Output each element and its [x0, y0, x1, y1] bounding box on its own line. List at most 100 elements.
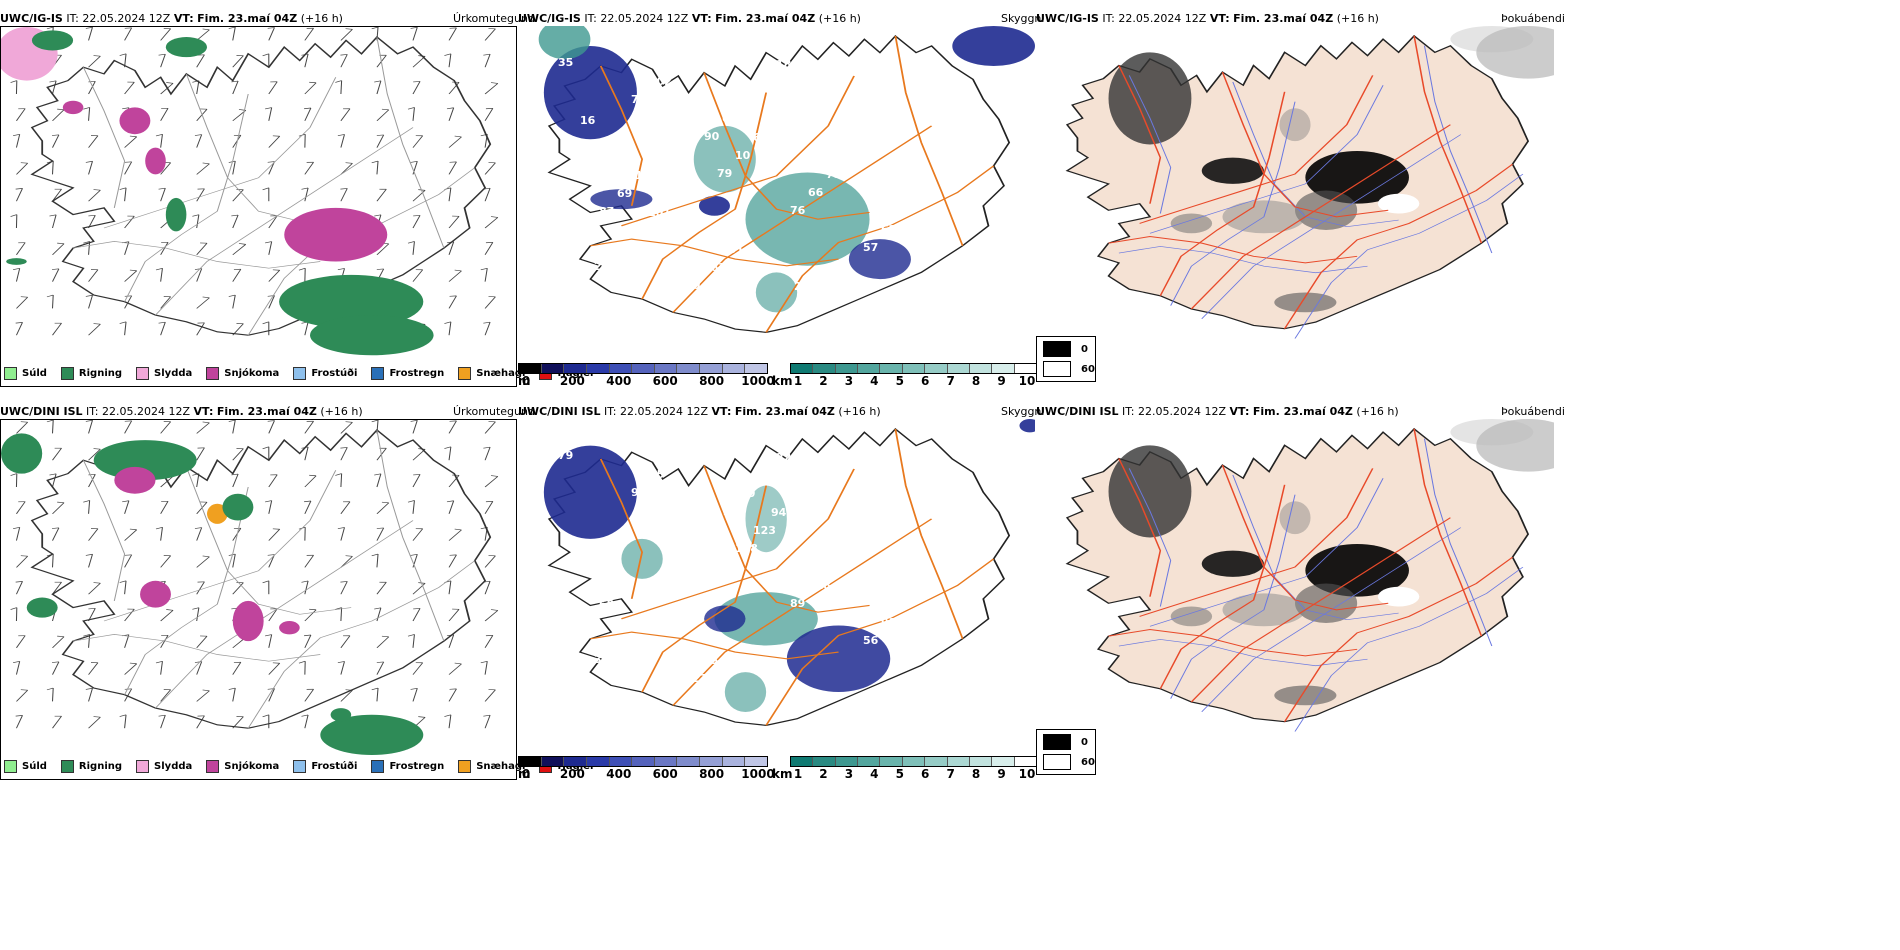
wind-barb: [160, 689, 172, 702]
wind-barb: [410, 687, 418, 702]
precip-area: [119, 107, 151, 135]
wind-barb: [262, 714, 270, 729]
visibility-value: 21: [794, 280, 809, 293]
road: [155, 520, 414, 709]
visibility-value: 68: [722, 112, 737, 125]
precip-area: [698, 195, 730, 216]
visibility-value: 100: [807, 77, 830, 90]
wind-barb: [301, 187, 309, 202]
wind-barb: [264, 107, 273, 121]
colorbar-tick: 9: [997, 767, 1006, 781]
cloud-map[interactable]: 79 92 36 135 89 56 43 65 73 118 118 91 30 162 40 123 96 6…: [518, 419, 1035, 752]
legend-item: Frostregn: [371, 367, 444, 380]
cloud-map[interactable]: 35 77 90 79 76 57 45 102 68 10 66 62 29 139 48 69 75 87 18…: [518, 26, 1035, 359]
init-time: 22.05.2024 12Z: [82, 12, 171, 25]
wind-barb: [303, 634, 312, 648]
precip-map[interactable]: [0, 26, 517, 387]
fog-legend-swatch: [1043, 341, 1071, 357]
precip-area: [1450, 419, 1534, 446]
wind-barb: [407, 500, 415, 514]
wind-barb: [448, 295, 457, 309]
road: [599, 65, 644, 206]
fog-legend-item: 60: [1043, 754, 1095, 770]
visibility-value: 239: [844, 543, 867, 556]
legend-label: Frostregn: [389, 368, 445, 379]
wind-barb: [268, 608, 278, 622]
colorbar-tick: 600: [652, 374, 678, 388]
wind-barb: [16, 296, 29, 309]
legend-item: Slydda: [136, 367, 192, 380]
road: [155, 127, 414, 316]
wind-barb: [160, 555, 172, 568]
wind-barb: [160, 500, 169, 514]
wind-barb: [194, 527, 203, 541]
wind-barb: [298, 133, 306, 148]
colorbar-tick: 0: [521, 374, 531, 388]
precip-area: [310, 315, 434, 356]
legend-swatch: [4, 760, 17, 773]
colorbar-unit: km: [772, 374, 793, 388]
lead-time: (+16 h): [300, 12, 343, 25]
wind-barb: [158, 187, 166, 202]
wind-barb: [444, 321, 452, 336]
wind-barb: [484, 108, 494, 121]
precip-area: [1201, 157, 1264, 184]
precip-area: [621, 538, 663, 579]
precip-area: [1305, 544, 1409, 597]
wind-barb: [85, 294, 93, 309]
colorbar-tick: 6: [921, 374, 930, 388]
road: [124, 93, 249, 302]
fog-panel: UWC/IG-IS IT: 22.05.2024 12Z VT: Fim. 23…: [1036, 6, 1565, 386]
precip-map[interactable]: [0, 419, 517, 780]
precip-area: [1019, 419, 1035, 433]
fog-map[interactable]: [1036, 26, 1554, 355]
precip-area: [1170, 606, 1213, 627]
road: [1139, 75, 1374, 224]
precip-area: [745, 485, 787, 553]
init-time: 22.05.2024 12Z: [600, 12, 689, 25]
visibility-value: 89: [790, 597, 805, 610]
river: [1201, 527, 1462, 712]
river: [1149, 85, 1384, 234]
wind-barb: [264, 634, 273, 648]
visibility-value: 92: [631, 486, 646, 499]
wind-barb: [16, 421, 29, 434]
visibility-value: 57: [863, 241, 878, 254]
wind-barb: [124, 662, 138, 675]
wind-barb: [484, 609, 499, 622]
road: [590, 238, 839, 267]
wind-barb: [448, 135, 462, 148]
init-time: 22.05.2024 12Z: [1138, 405, 1227, 418]
colorbar-tick: 1000: [741, 767, 775, 781]
wind-barb: [376, 581, 387, 595]
colorbar-tick: 600: [652, 767, 678, 781]
wind-barb: [231, 473, 239, 488]
precip-area: [724, 672, 767, 713]
wind-barb: [85, 553, 93, 568]
fog-legend-swatch: [1043, 361, 1071, 377]
wind-barb: [51, 527, 60, 541]
wind-barb: [410, 420, 418, 434]
visibility-value: 56: [863, 634, 879, 647]
visibility-value: 101: [721, 243, 744, 256]
valid-time: Fim. 23.maí 04Z: [216, 405, 317, 418]
legend-label: Súld: [22, 368, 47, 379]
road: [82, 67, 126, 208]
wind-barb: [448, 554, 457, 568]
wind-barb: [155, 267, 163, 282]
wind-barb: [444, 53, 452, 68]
colorbar-tick: 400: [606, 374, 632, 388]
wind-barb: [484, 689, 496, 702]
legend-item: Slydda: [136, 760, 192, 773]
wind-barb: [232, 243, 247, 256]
wind-barb: [196, 162, 210, 175]
precip-area: [145, 147, 166, 175]
valid-time: Fim. 23.maí 04Z: [734, 405, 835, 418]
colorbar-tick: 3: [844, 767, 854, 781]
wind-barb: [340, 108, 351, 121]
wind-barb: [88, 662, 99, 675]
wind-barb: [88, 607, 96, 622]
wind-barb: [268, 215, 278, 229]
colorbar-tick: 10: [1018, 374, 1036, 388]
fog-map[interactable]: [1036, 419, 1554, 748]
